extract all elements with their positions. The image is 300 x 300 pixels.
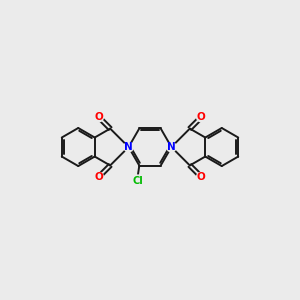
Circle shape	[94, 172, 103, 181]
Text: O: O	[197, 112, 206, 122]
Circle shape	[197, 172, 206, 181]
Text: N: N	[167, 142, 176, 152]
Text: Cl: Cl	[132, 176, 143, 186]
Text: N: N	[124, 142, 133, 152]
Circle shape	[124, 142, 134, 152]
Circle shape	[94, 113, 103, 122]
Circle shape	[197, 113, 206, 122]
Text: O: O	[197, 172, 206, 182]
Circle shape	[167, 142, 176, 152]
Text: O: O	[94, 172, 103, 182]
Text: O: O	[94, 112, 103, 122]
Circle shape	[132, 175, 144, 187]
